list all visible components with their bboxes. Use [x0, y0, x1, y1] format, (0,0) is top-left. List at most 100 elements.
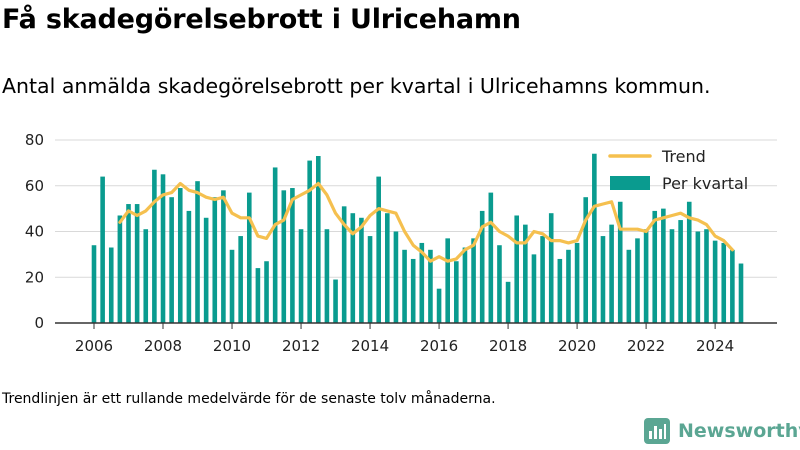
bar — [712, 240, 718, 323]
bar — [333, 279, 338, 323]
bar — [100, 176, 105, 323]
bar — [721, 242, 727, 323]
x-tick-label: 2022 — [627, 337, 665, 355]
y-tick-label: 60 — [25, 177, 44, 195]
bar — [108, 247, 114, 323]
bar — [617, 201, 623, 323]
bar — [738, 263, 744, 323]
footnote: Trendlinjen är ett rullande medelvärde f… — [2, 391, 496, 407]
bar — [290, 188, 295, 323]
bar — [91, 245, 97, 323]
bar — [626, 249, 632, 323]
bar — [203, 217, 209, 323]
bar — [609, 224, 614, 323]
bar — [264, 261, 269, 323]
trend-line — [118, 181, 734, 263]
bar — [531, 254, 537, 323]
bar — [212, 197, 218, 323]
bar — [186, 210, 192, 323]
bar — [143, 229, 149, 323]
bar — [428, 249, 433, 323]
bar — [479, 210, 485, 323]
bar — [126, 204, 131, 323]
bar — [445, 238, 450, 323]
bar — [730, 249, 735, 323]
bar — [652, 210, 658, 323]
bar — [592, 153, 597, 323]
bar — [497, 245, 502, 323]
bar — [195, 181, 200, 323]
bar — [324, 229, 330, 323]
bar — [238, 236, 243, 323]
bar — [635, 238, 640, 323]
bar — [221, 190, 226, 323]
bar — [505, 281, 511, 323]
bar — [471, 238, 476, 323]
bar — [134, 204, 140, 323]
bar — [419, 242, 425, 323]
x-tick-label: 2014 — [351, 337, 389, 355]
axes: 0 20 40 60 80 2006 2008 2010 2012 2014 2016 2018 202… — [25, 131, 777, 355]
bar — [315, 156, 321, 323]
bar — [169, 197, 174, 323]
bar — [600, 236, 606, 323]
trend-line-group — [118, 181, 734, 263]
x-tick-label: 2008 — [144, 337, 182, 355]
bar — [246, 192, 252, 323]
bar — [341, 206, 347, 323]
x-tick-label: 2006 — [75, 337, 113, 355]
x-tick-label: 2018 — [489, 337, 527, 355]
bar — [514, 215, 520, 323]
x-tick-label: 2020 — [558, 337, 596, 355]
bar — [385, 213, 390, 323]
bar-chart-logo-icon — [644, 418, 670, 444]
bar — [229, 249, 235, 323]
bar — [523, 224, 528, 323]
brand-logo[interactable]: Newsworthy — [644, 418, 800, 444]
bar — [298, 229, 304, 323]
bar — [661, 208, 666, 323]
bar — [686, 201, 692, 323]
bar — [454, 261, 459, 323]
bar — [117, 215, 123, 323]
bars — [91, 153, 744, 323]
chart-subtitle: Antal anmälda skadegörelsebrott per kvar… — [2, 74, 711, 98]
x-tick-label: 2024 — [696, 337, 734, 355]
x-tick-label: 2016 — [420, 337, 458, 355]
brand-name: Newsworthy — [678, 420, 800, 442]
chart-title: Få skadegörelsebrott i Ulricehamn — [2, 4, 521, 35]
y-tick-label: 80 — [25, 131, 44, 149]
y-tick-label: 0 — [34, 314, 44, 332]
bar — [307, 160, 312, 323]
x-tick-label: 2010 — [213, 337, 251, 355]
bar — [393, 231, 399, 323]
bar — [557, 258, 563, 323]
bar — [160, 174, 166, 323]
bar — [583, 197, 589, 323]
bar — [255, 268, 261, 323]
legend-trend-label: Trend — [661, 147, 706, 166]
legend: Trend Per kvartal — [608, 147, 748, 193]
bar — [678, 220, 683, 323]
bar — [540, 236, 545, 323]
bar — [488, 192, 494, 323]
bar — [643, 229, 649, 323]
bar-chart: 0 20 40 60 80 2006 2008 2010 2012 2014 2016 2018 202… — [25, 131, 777, 355]
bar — [376, 176, 381, 323]
bar — [548, 213, 554, 323]
bar — [669, 229, 675, 323]
bar — [410, 258, 416, 323]
bar — [462, 247, 468, 323]
bar — [566, 249, 571, 323]
legend-bar-label: Per kvartal — [662, 174, 748, 193]
bar — [367, 236, 373, 323]
bar — [574, 242, 580, 323]
legend-bar-swatch — [610, 176, 650, 190]
bar — [436, 288, 442, 323]
bar — [177, 188, 183, 323]
bar — [350, 213, 356, 323]
bar — [402, 249, 407, 323]
bar — [281, 190, 287, 323]
y-tick-label: 40 — [25, 223, 44, 241]
x-tick-label: 2012 — [282, 337, 320, 355]
